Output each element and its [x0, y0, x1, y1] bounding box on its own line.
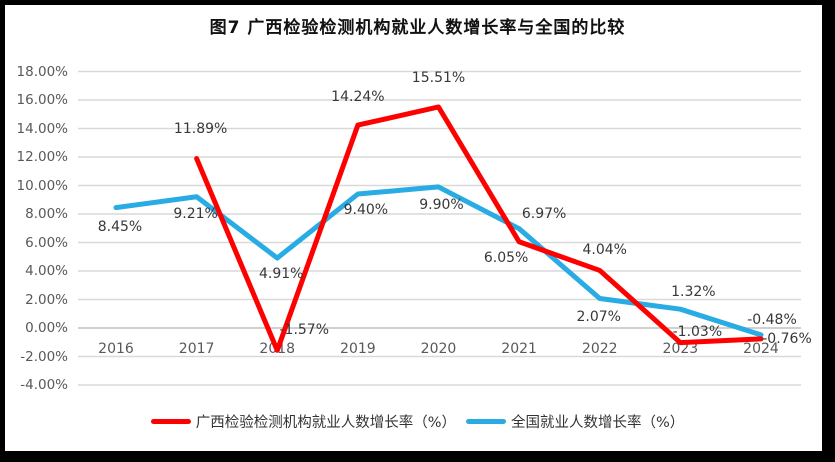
y-axis-tick-label: 2.00% — [25, 291, 68, 308]
y-axis-tick-label: 8.00% — [25, 206, 68, 222]
legend-swatch-blue — [466, 418, 506, 424]
legend-label-guangxi: 广西检验检测机构就业人数增长率（%） — [195, 414, 456, 431]
x-axis-tick-label: 2018 — [259, 341, 296, 357]
y-axis-tick-label: 16.00% — [16, 92, 68, 108]
chart-title: 图7 广西检验检测机构就业人数增长率与全国的比较 — [209, 18, 626, 38]
x-axis-tick-label: 2016 — [98, 341, 134, 357]
x-axis-tick-label: 2017 — [178, 341, 215, 357]
y-axis-tick-label: -2.00% — [20, 348, 68, 365]
legend: 广西检验检测机构就业人数增长率（%） 全国就业人数增长率（%） — [0, 411, 835, 431]
x-axis-tick-label: 2022 — [581, 341, 618, 357]
y-axis-tick-label: 14.00% — [16, 120, 68, 137]
legend-item-guangxi: 广西检验检测机构就业人数增长率（%） — [150, 411, 456, 432]
legend-item-national: 全国就业人数增长率（%） — [466, 411, 684, 432]
legend-swatch-red — [150, 418, 191, 424]
y-axis-tick-label: 4.00% — [25, 263, 68, 279]
x-axis-tick-label: 2021 — [501, 341, 537, 357]
legend-label-national: 全国就业人数增长率（%） — [511, 414, 685, 431]
x-axis-tick-label: 2019 — [340, 341, 376, 357]
y-axis-tick-label: 10.00% — [16, 177, 68, 194]
y-axis-tick-label: 0.00% — [25, 320, 68, 336]
x-axis-tick-label: 2020 — [420, 341, 457, 357]
y-axis-tick-label: 6.00% — [25, 234, 68, 251]
y-axis-tick-label: -4.00% — [20, 377, 68, 393]
x-axis-tick-label: 2024 — [743, 341, 779, 357]
y-axis-tick-label: 18.00% — [16, 63, 68, 80]
y-axis-tick-label: 12.00% — [16, 149, 68, 165]
x-axis-tick-label: 2023 — [662, 341, 699, 357]
